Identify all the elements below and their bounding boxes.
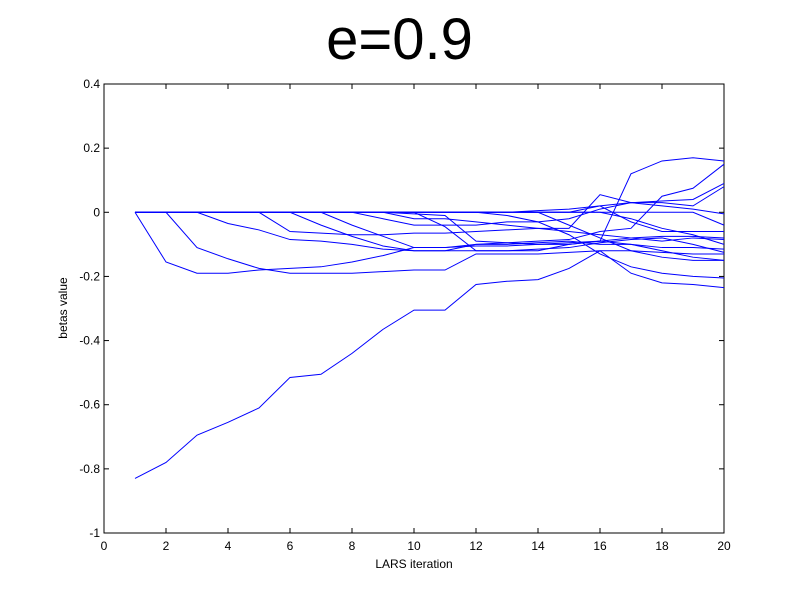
series-lines xyxy=(134,157,725,479)
series-line-3 xyxy=(135,211,724,274)
y-axis: -1 -0.8 -0.6 -0.4 -0.2 0 0.2 0.4 xyxy=(79,77,724,540)
x-axis-label: LARS iteration xyxy=(375,557,452,571)
x-tick-label: 10 xyxy=(407,539,421,553)
y-tick-label: -0.2 xyxy=(79,269,100,283)
y-tick-label: -0.6 xyxy=(79,398,100,412)
x-tick-label: 14 xyxy=(531,539,545,553)
x-tick-label: 0 xyxy=(101,539,108,553)
x-tick-label: 8 xyxy=(349,539,356,553)
y-tick-label: 0 xyxy=(93,205,100,219)
y-tick-label: -0.4 xyxy=(79,334,100,348)
x-axis: 0 2 4 6 8 10 12 14 16 18 20 xyxy=(101,84,731,553)
x-tick-label: 6 xyxy=(287,539,294,553)
y-tick-label: -0.8 xyxy=(79,462,100,476)
y-tick-label: 0.4 xyxy=(83,77,100,91)
y-tick-label: 0.2 xyxy=(83,141,100,155)
x-tick-label: 12 xyxy=(469,539,483,553)
chart-title: e=0.9 xyxy=(326,7,473,72)
x-tick-label: 18 xyxy=(655,539,669,553)
plot-area xyxy=(103,83,725,534)
y-tick-label: -1 xyxy=(89,526,100,540)
x-tick-label: 20 xyxy=(717,539,731,553)
series-line-1 xyxy=(134,250,725,479)
x-tick-label: 2 xyxy=(163,539,170,553)
x-tick-label: 4 xyxy=(225,539,232,553)
series-line-17 xyxy=(135,211,725,226)
y-axis-label: betas value xyxy=(56,277,70,339)
x-tick-label: 16 xyxy=(593,539,607,553)
